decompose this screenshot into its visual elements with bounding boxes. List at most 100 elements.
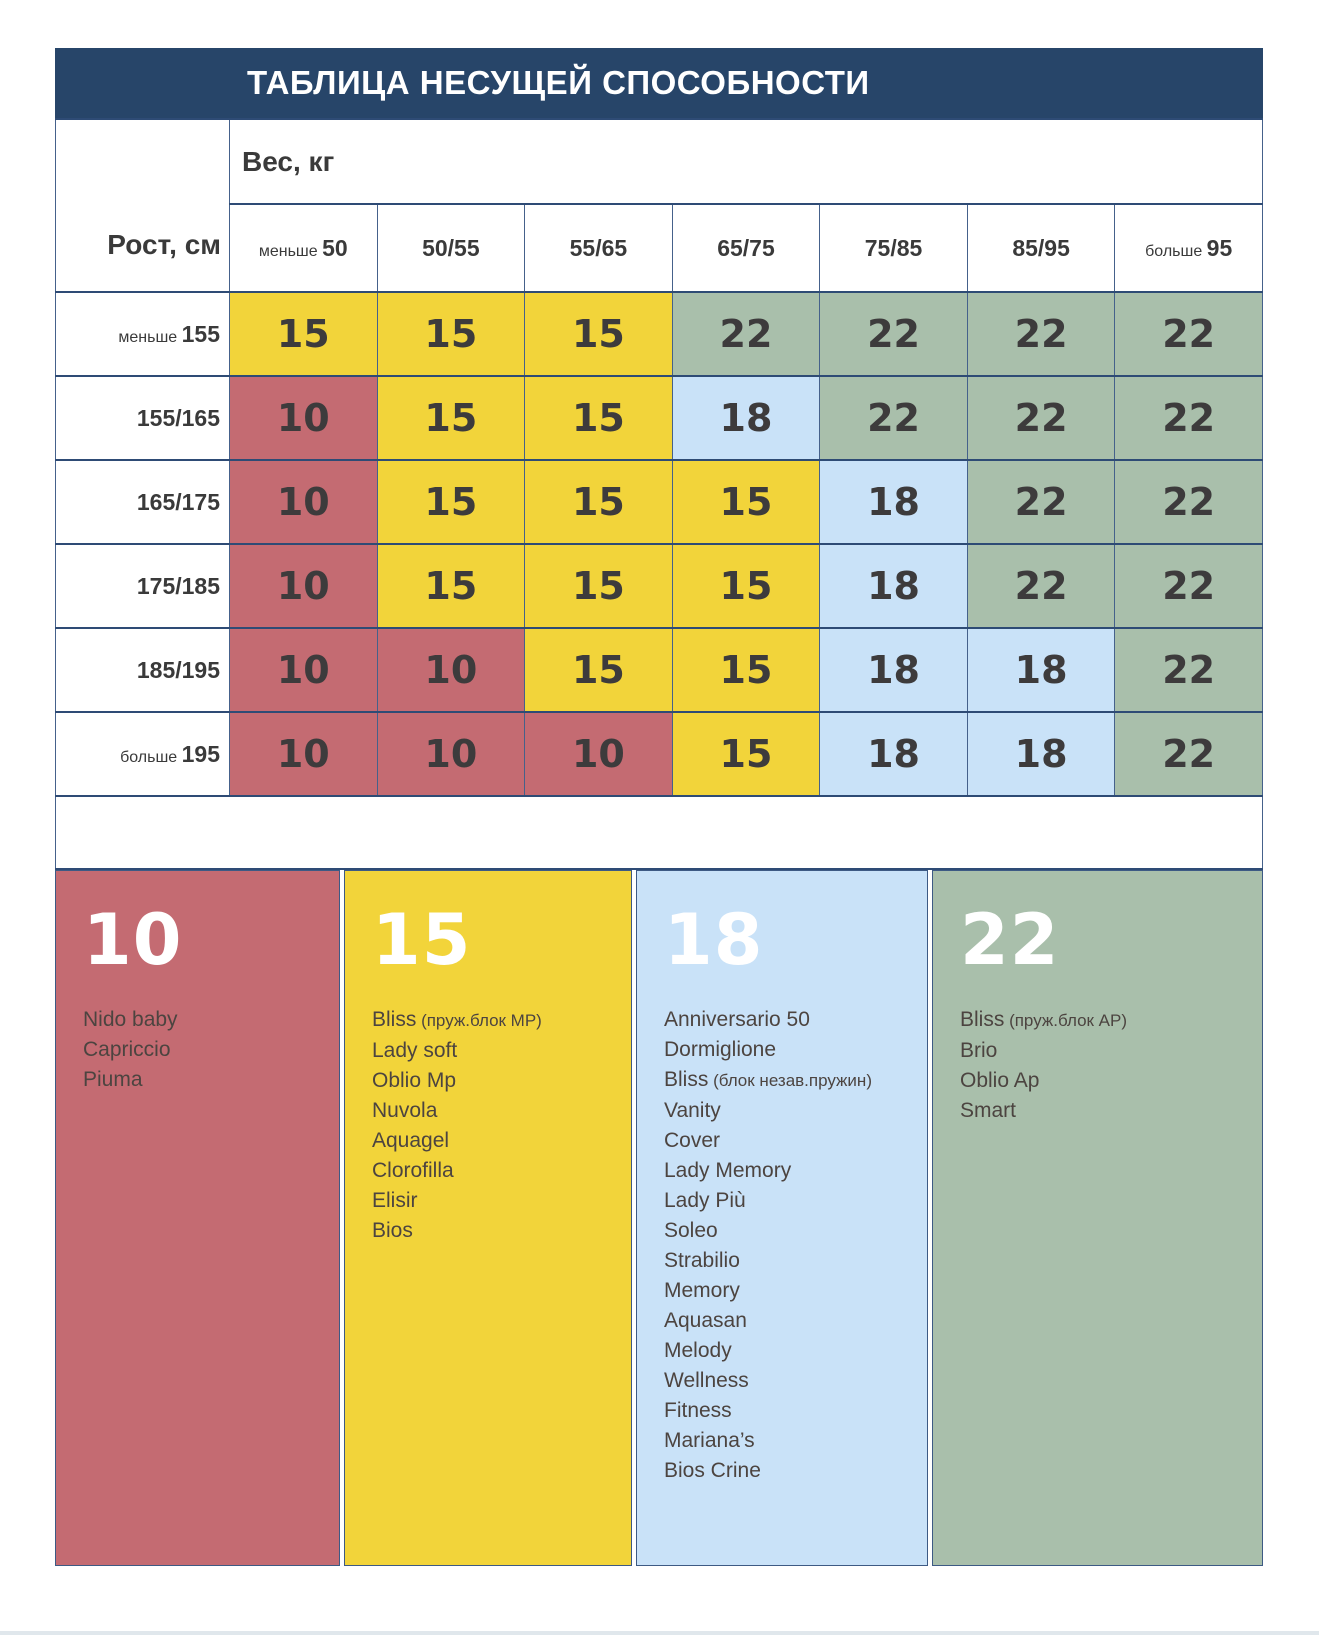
legend-product-item: Capriccio (83, 1035, 321, 1065)
legend-product-item: Smart (960, 1096, 1244, 1126)
capacity-cell: 22 (819, 375, 968, 461)
capacity-cell: 10 (229, 627, 378, 713)
capacity-cell: 22 (1114, 711, 1263, 797)
weight-axis-label: Вес, кг (229, 118, 1263, 205)
weight-columns-row: меньше 50 50/55 55/65 65/75 75/85 85/95 больше… (56, 203, 1263, 293)
product-name: Lady Memory (664, 1159, 792, 1182)
capacity-cell: 22 (966, 291, 1116, 377)
capacity-sheet: ТАБЛИЦА НЕСУЩЕЙ СПОСОБНОСТИ Рост, см Вес,… (55, 48, 1263, 1566)
height-axis-label: Рост, см (55, 118, 230, 293)
height-row-header: меньше 155 (55, 291, 230, 377)
height-row-header: 165/175 (55, 459, 230, 545)
product-note: (блок незав.пружин) (708, 1071, 872, 1090)
product-name: Brio (960, 1039, 998, 1062)
legend-product-item: Oblio Mp (372, 1066, 613, 1096)
capacity-cell: 15 (524, 543, 673, 629)
height-range-value: 185/195 (136, 656, 220, 683)
legend-product-item: Wellness (664, 1366, 909, 1396)
product-name: Bliss (372, 1008, 417, 1031)
capacity-cell: 15 (671, 543, 821, 629)
legend-product-item: Aquagel (372, 1126, 613, 1156)
axis-header-row: Рост, см Вес, кг (55, 118, 1263, 293)
product-name: Dormiglione (664, 1038, 777, 1061)
legend-product-item: Bios (372, 1216, 613, 1246)
table-row: 165/175 10 15 15 15 18 22 22 (55, 459, 1263, 545)
weight-range-value: 50 (322, 234, 348, 261)
capacity-cell: 15 (524, 459, 673, 545)
height-row-header: 155/165 (55, 375, 230, 461)
legend-product-item: Nido baby (83, 1005, 321, 1035)
product-name: Nido baby (83, 1008, 178, 1031)
capacity-cell: 15 (524, 375, 673, 461)
legend-product-item: Lady soft (372, 1036, 613, 1066)
capacity-cell: 10 (376, 627, 526, 713)
capacity-cell: 22 (966, 459, 1116, 545)
product-name: Bios (372, 1219, 413, 1242)
capacity-cell: 18 (819, 543, 968, 629)
product-name: Lady soft (372, 1039, 458, 1062)
capacity-cell: 22 (1114, 291, 1263, 377)
weight-range-value: 95 (1206, 234, 1233, 261)
capacity-cell: 22 (819, 291, 968, 377)
legend-capacity-value: 18 (664, 899, 764, 981)
height-range-value: 155 (181, 320, 220, 347)
legend-product-item: Aquasan (664, 1306, 909, 1336)
height-range-prefix: меньше (118, 328, 182, 346)
weight-column-header: 85/95 (966, 203, 1116, 293)
capacity-cell: 15 (671, 711, 821, 797)
spacer-cell (55, 795, 1263, 870)
weight-column-header: больше 95 (1114, 203, 1263, 293)
legend-product-item: Strabilio (664, 1246, 909, 1276)
legend-product-item: Elisir (372, 1186, 613, 1216)
capacity-cell: 22 (966, 375, 1116, 461)
legend-product-item: Piuma (83, 1065, 321, 1095)
product-name: Soleo (664, 1219, 718, 1242)
legend-product-list: Nido baby Capriccio Piuma (83, 1005, 321, 1095)
legend-product-item: Bliss (блок незав.пружин) (664, 1065, 909, 1096)
table-row: 185/195 10 10 15 15 18 18 22 (55, 627, 1263, 713)
weight-column-header: 55/65 (524, 203, 673, 293)
capacity-cell: 15 (229, 291, 378, 377)
legend-block: 10 Nido baby Capriccio Piuma (55, 870, 340, 1566)
product-name: Oblio Ap (960, 1069, 1040, 1092)
page-title: ТАБЛИЦА НЕСУЩЕЙ СПОСОБНОСТИ (247, 64, 870, 101)
weight-column-header: 50/55 (376, 203, 526, 293)
product-name: Capriccio (83, 1038, 171, 1061)
product-name: Oblio Mp (372, 1069, 457, 1092)
product-name: Aquasan (664, 1309, 747, 1332)
legend-product-item: Lady Più (664, 1186, 909, 1216)
legend-product-list: Bliss (пруж.блок MP) Lady soft Oblio Mp Nuv… (372, 1005, 613, 1246)
legend-product-list: Anniversario 50 Dormiglione Bliss (блок не… (664, 1005, 909, 1486)
weight-column-header: 65/75 (671, 203, 821, 293)
product-name: Nuvola (372, 1099, 438, 1122)
table-row: меньше 155 15 15 15 22 22 22 22 (55, 291, 1263, 377)
product-name: Vanity (664, 1099, 721, 1122)
product-name: Elisir (372, 1189, 418, 1212)
product-name: Bliss (960, 1008, 1005, 1031)
capacity-cell: 15 (376, 291, 526, 377)
product-name: Memory (664, 1279, 740, 1302)
capacity-cell: 18 (819, 459, 968, 545)
capacity-cell: 15 (524, 291, 673, 377)
capacity-cell: 22 (671, 291, 821, 377)
capacity-cell: 10 (524, 711, 673, 797)
legend-product-item: Bios Crine (664, 1456, 909, 1486)
weight-range-prefix: больше (1145, 242, 1207, 260)
capacity-cell: 22 (1114, 627, 1263, 713)
legend-product-list: Bliss (пруж.блок AP) Brio Oblio Ap Smart (960, 1005, 1244, 1126)
capacity-cell: 15 (376, 459, 526, 545)
table-row: 175/185 10 15 15 15 18 22 22 (55, 543, 1263, 629)
weight-range-prefix: меньше (258, 242, 323, 260)
weight-range-value: 50/55 (422, 234, 480, 261)
capacity-cell: 10 (229, 711, 378, 797)
legend-product-item: Vanity (664, 1096, 909, 1126)
capacity-cell: 22 (1114, 543, 1263, 629)
weight-column-header: меньше 50 (229, 203, 378, 293)
product-name: Lady Più (664, 1189, 746, 1212)
capacity-cell: 10 (229, 375, 378, 461)
legend-product-item: Fitness (664, 1396, 909, 1426)
product-name: Piuma (83, 1068, 143, 1091)
legend-product-item: Lady Memory (664, 1156, 909, 1186)
capacity-cell: 22 (1114, 375, 1263, 461)
product-name: Bliss (664, 1068, 709, 1091)
